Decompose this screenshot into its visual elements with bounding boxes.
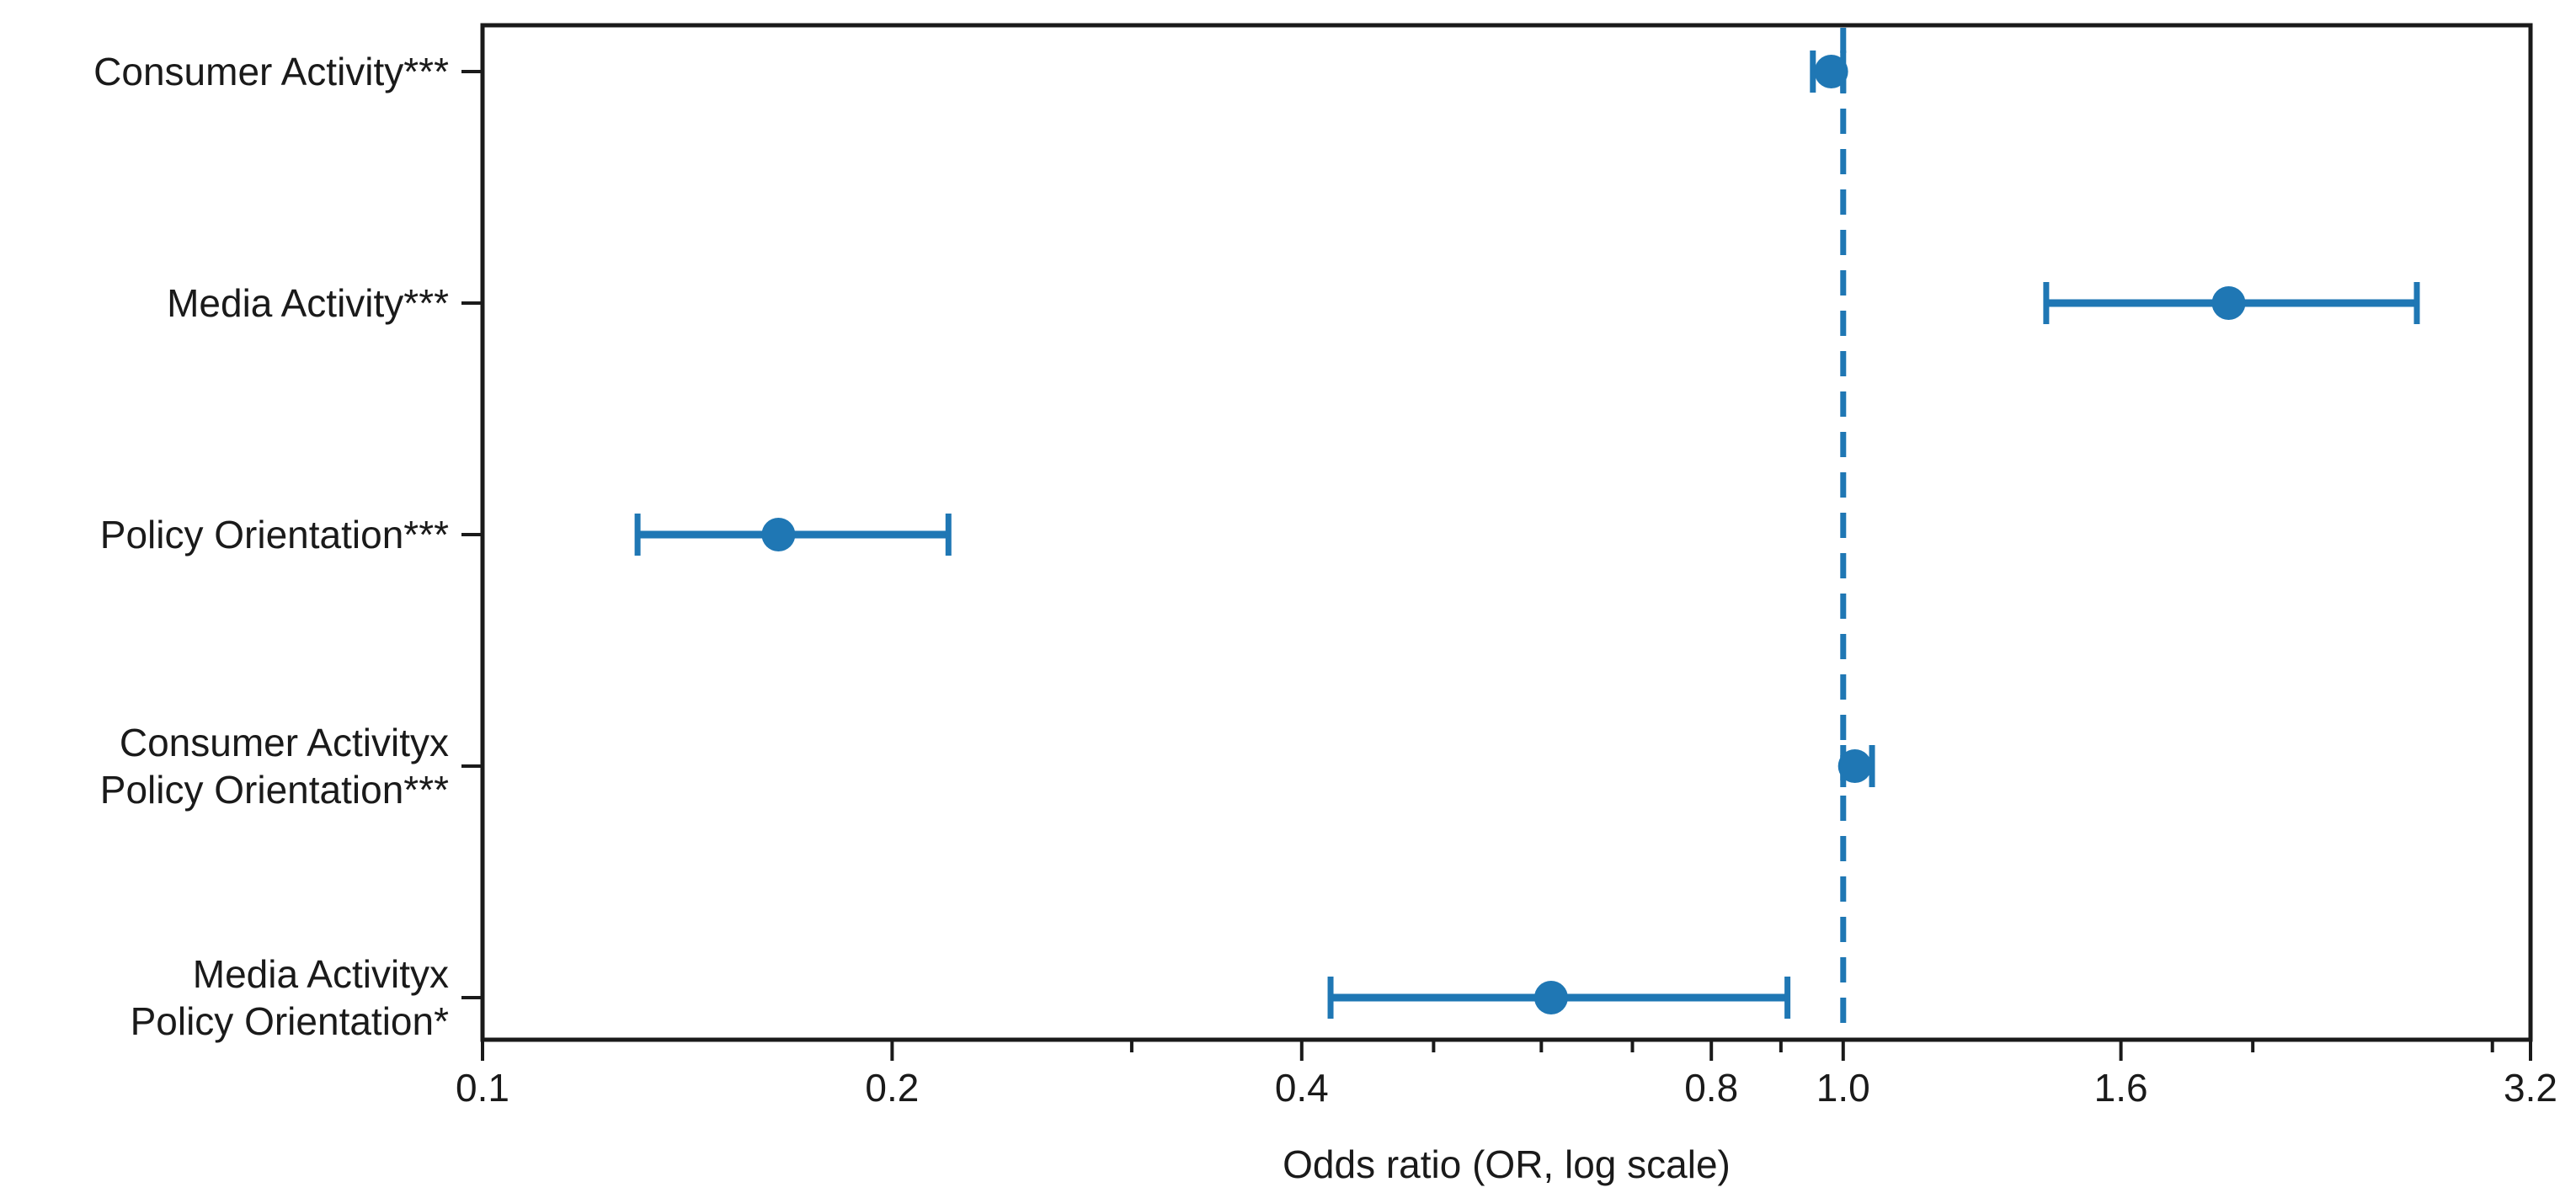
or-point-marker bbox=[1837, 749, 1872, 783]
x-tick-label: 0.2 bbox=[865, 1066, 919, 1110]
x-axis-title: Odds ratio (OR, log scale) bbox=[1283, 1142, 1731, 1186]
or-point-marker bbox=[1533, 981, 1568, 1014]
category-label: Media Activityx Policy Orientation* bbox=[131, 952, 449, 1043]
category-label: Policy Orientation*** bbox=[100, 513, 449, 556]
or-point-marker bbox=[2211, 286, 2246, 320]
category-label-line: Consumer Activityx bbox=[120, 721, 449, 764]
or-point-marker bbox=[761, 518, 796, 551]
x-tick-label: 0.4 bbox=[1275, 1066, 1329, 1110]
x-tick-label: 0.1 bbox=[456, 1066, 509, 1110]
x-tick-label: 1.0 bbox=[1816, 1066, 1870, 1110]
category-label: Consumer Activityx Policy Orientation*** bbox=[100, 721, 449, 812]
category-label-line: Policy Orientation*** bbox=[100, 513, 449, 556]
x-tick-label: 1.6 bbox=[2094, 1066, 2148, 1110]
category-label: Media Activity*** bbox=[167, 281, 449, 325]
x-tick-label: 0.8 bbox=[1684, 1066, 1738, 1110]
plot-border bbox=[480, 23, 2533, 1042]
or-point-marker bbox=[1814, 55, 1848, 88]
x-tick-label: 3.2 bbox=[2504, 1066, 2557, 1110]
category-label-line: Policy Orientation*** bbox=[100, 768, 449, 812]
category-label-line: Policy Orientation* bbox=[131, 999, 449, 1043]
category-label-line: Media Activity*** bbox=[167, 281, 449, 325]
category-label: Consumer Activity*** bbox=[93, 50, 449, 93]
category-label-line: Consumer Activity*** bbox=[93, 50, 449, 93]
category-label-line: Media Activityx bbox=[193, 952, 449, 996]
